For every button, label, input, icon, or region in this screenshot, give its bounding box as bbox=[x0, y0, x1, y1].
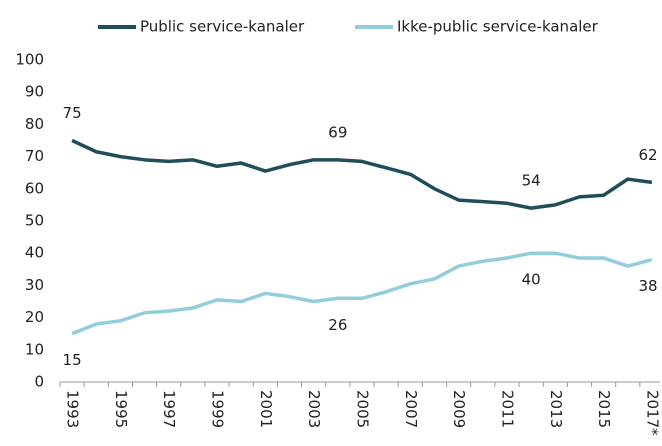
y-tick-label: 50 bbox=[25, 212, 44, 230]
data-label: 40 bbox=[522, 271, 541, 289]
y-tick-label: 30 bbox=[25, 276, 44, 294]
y-tick-label: 100 bbox=[15, 51, 44, 69]
x-tick-label: 2001 bbox=[257, 390, 275, 428]
legend-label: Public service-kanaler bbox=[140, 18, 305, 36]
y-tick-label: 80 bbox=[25, 115, 44, 133]
data-label: 69 bbox=[328, 123, 347, 141]
y-tick-label: 70 bbox=[25, 147, 44, 165]
series-line bbox=[71, 138, 653, 210]
x-tick-label: 2011 bbox=[498, 390, 516, 428]
x-tick-label: 1997 bbox=[160, 390, 178, 428]
data-label: 75 bbox=[63, 104, 82, 122]
data-label: 15 bbox=[63, 351, 82, 369]
x-tick-label: 2007 bbox=[402, 390, 420, 428]
data-label: 38 bbox=[638, 277, 657, 295]
data-label: 62 bbox=[638, 146, 657, 164]
x-tick-label: 2005 bbox=[354, 390, 372, 428]
data-label: 26 bbox=[328, 316, 347, 334]
x-tick-label: 2003 bbox=[305, 390, 323, 428]
y-tick-label: 40 bbox=[25, 244, 44, 262]
x-tick-label: 2017* bbox=[643, 390, 661, 436]
x-tick-label: 2013 bbox=[547, 390, 565, 428]
x-tick-label: 1995 bbox=[112, 390, 130, 428]
y-tick-label: 10 bbox=[25, 340, 44, 358]
x-tick-label: 2015 bbox=[595, 390, 613, 428]
legend-label: Ikke-public service-kanaler bbox=[397, 18, 599, 36]
y-tick-label: 60 bbox=[25, 179, 44, 197]
data-label: 54 bbox=[522, 172, 541, 190]
y-tick-label: 20 bbox=[25, 308, 44, 326]
x-tick-label: 1999 bbox=[209, 390, 227, 428]
y-tick-label: 0 bbox=[34, 373, 44, 391]
series-line bbox=[71, 251, 653, 336]
x-tick-label: 1993 bbox=[64, 390, 82, 428]
y-tick-label: 90 bbox=[25, 83, 44, 101]
x-tick-label: 2009 bbox=[450, 390, 468, 428]
